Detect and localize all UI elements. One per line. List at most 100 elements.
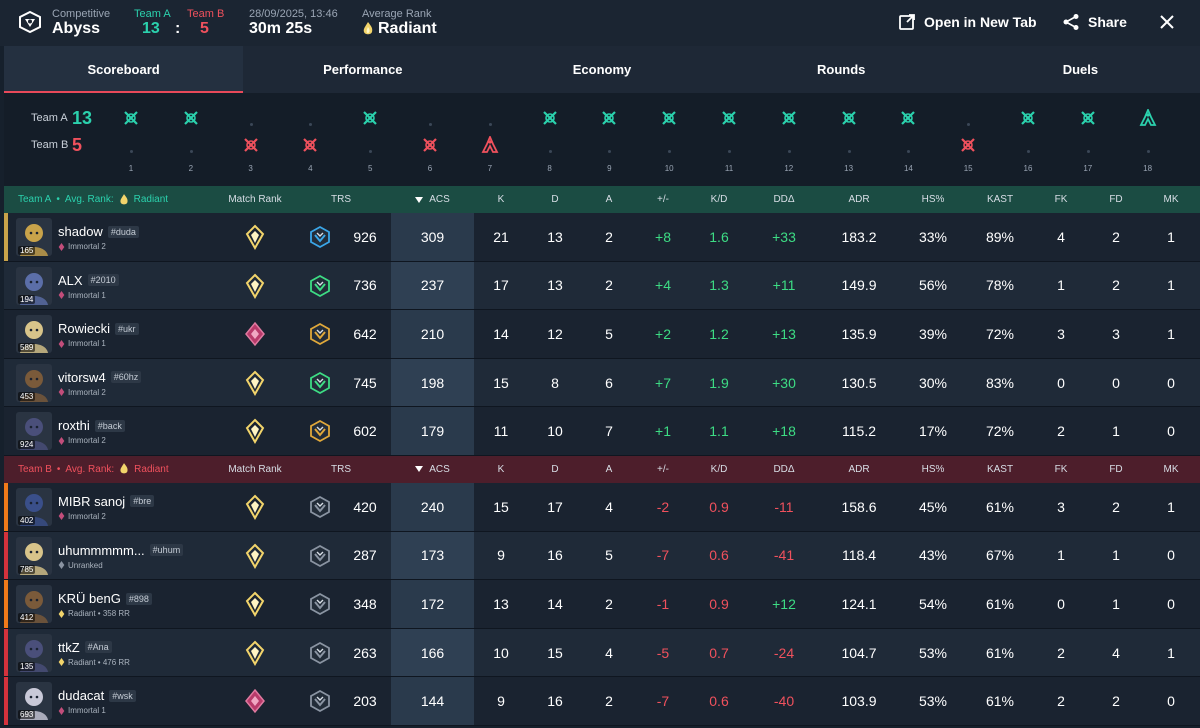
column-header-a[interactable]: A [605,463,613,475]
open-in-new-tab-button[interactable]: Open in New Tab [898,13,1037,31]
player-row[interactable]: 165 shadow #duda Immortal 2 926 309 21 13 2 +8… [4,213,1200,262]
stat-pm: -7 [656,693,670,710]
column-header-fd[interactable]: FD [1109,194,1123,205]
stat-fd: 1 [1112,595,1120,612]
tab-rounds[interactable]: Rounds [817,62,866,77]
stat-kd: 1.1 [709,423,729,440]
column-header-hs[interactable]: HS% [921,194,945,205]
column-header-pm[interactable]: +/- [657,463,669,475]
player-rank-text: Immortal 2 [68,242,106,251]
column-header-kast[interactable]: KAST [986,194,1014,205]
elimination-icon [124,111,138,125]
stat-acs: 198 [420,374,445,391]
stat-d: 12 [547,325,563,342]
player-tag: #back [94,419,125,432]
account-level: 412 [18,613,36,623]
trs-tier-icon [310,495,330,518]
player-name[interactable]: vitorsw4 #60hz [58,370,142,385]
column-header-dda[interactable]: DDΔ [773,194,795,205]
player-name[interactable]: KRÜ benG #898 [58,591,152,606]
side-indicator [4,580,8,628]
column-header-adr[interactable]: ADR [848,463,870,475]
player-name[interactable]: MIBR sanoj #bre [58,494,155,509]
column-header-trs[interactable]: TRS [331,463,351,475]
empty-round-dot [130,150,133,153]
column-header-acs[interactable]: ACS [391,186,474,213]
player-name[interactable]: Rowiecki #ukr [58,321,139,336]
stat-dda: +13 [772,325,796,342]
column-header-a[interactable]: A [605,194,613,205]
team-b-score: 5 [200,20,209,37]
tab-scoreboard[interactable]: Scoreboard [4,46,244,93]
column-header-fk[interactable]: FK [1054,194,1068,205]
column-header-d[interactable]: D [551,194,559,205]
stat-fd: 1 [1112,547,1120,564]
column-header-match-rank[interactable]: Match Rank [228,194,282,205]
column-header-dda[interactable]: DDΔ [773,463,795,475]
stat-fk: 0 [1057,595,1065,612]
player-rank: Immortal 2 [58,242,106,251]
column-header-label: ACS [429,463,450,475]
player-row[interactable]: 135 ttkZ #Ana Radiant • 476 RR 263 166 10 15… [4,628,1200,678]
column-header-k[interactable]: K [497,463,505,475]
column-header-fk[interactable]: FK [1054,463,1068,475]
player-row[interactable]: 453 vitorsw4 #60hz Immortal 2 745 198 15 8 6 +… [4,358,1200,408]
stat-d: 16 [547,547,563,564]
column-header-trs[interactable]: TRS [331,194,351,205]
column-header-adr[interactable]: ADR [848,194,870,205]
player-row[interactable]: 924 roxthi #back Immortal 2 602 179 11 10 7 +1… [4,407,1200,456]
column-header-fd[interactable]: FD [1109,463,1123,475]
round-number: 4 [308,164,313,173]
column-header-hs[interactable]: HS% [921,463,945,475]
column-header-kast[interactable]: KAST [986,463,1014,475]
player-name[interactable]: ALX #2010 [58,273,119,288]
tab-performance[interactable]: Performance [323,62,403,77]
empty-round-dot [728,150,731,153]
column-header-pm[interactable]: +/- [657,194,669,205]
share-button[interactable]: Share [1062,13,1127,31]
tab-duels[interactable]: Duels [1062,62,1099,77]
player-name[interactable]: roxthi #back [58,418,125,433]
column-header-mk[interactable]: MK [1163,194,1179,205]
player-row[interactable]: 402 MIBR sanoj #bre Immortal 2 420 240 15 17… [4,482,1200,532]
stat-mk: 0 [1167,374,1175,391]
round-number: 11 [724,164,734,173]
player-name[interactable]: ttkZ #Ana [58,640,112,655]
player-row[interactable]: 412 KRÜ benG #898 Radiant • 358 RR 348 172… [4,580,1200,629]
player-name[interactable]: uhummmmm... #uhum [58,543,184,558]
stat-a: 2 [605,277,613,294]
column-header-d[interactable]: D [551,463,559,475]
column-header-k[interactable]: K [497,194,505,205]
stat-fd: 3 [1112,325,1120,342]
player-name[interactable]: dudacat #wsk [58,688,136,703]
stat-d: 16 [547,693,563,710]
tab-economy[interactable]: Economy [572,62,632,77]
account-level: 924 [18,440,36,450]
column-header-match-rank[interactable]: Match Rank [228,463,282,475]
rank-icon [58,609,65,618]
stat-kast: 78% [985,277,1015,294]
player-name[interactable]: shadow #duda [58,224,139,239]
close-icon[interactable] [1158,13,1176,31]
elimination-icon [184,111,198,125]
column-header-kd[interactable]: K/D [710,463,728,475]
stat-kd: 1.9 [709,374,729,391]
column-header-kd[interactable]: K/D [710,194,728,205]
empty-round-dot [907,150,911,153]
column-header-acs[interactable]: ACS [391,456,474,483]
stat-dda: +18 [772,423,796,440]
player-row[interactable]: 194 ALX #2010 Immortal 1 736 237 17 13 2 +4 1.3… [4,261,1200,311]
stat-kd: 0.9 [709,595,729,612]
player-tag: #Ana [84,641,112,654]
empty-round-dot [488,123,492,126]
acs-highlight [391,407,474,455]
elimination-icon [901,111,916,125]
column-header-mk[interactable]: MK [1163,463,1179,475]
player-row[interactable]: 589 Rowiecki #ukr Immortal 1 642 210 14 12 5 +… [4,310,1200,359]
player-tag: #duda [107,225,139,238]
player-row[interactable]: 693 dudacat #wsk Immortal 1 203 144 9 16 2 -7 0… [4,677,1200,726]
round-number: 13 [844,164,854,173]
stat-acs: 237 [420,277,445,294]
player-row[interactable]: 785 uhummmmm... #uhum Unranked 287 173 9 16 5… [4,531,1200,581]
